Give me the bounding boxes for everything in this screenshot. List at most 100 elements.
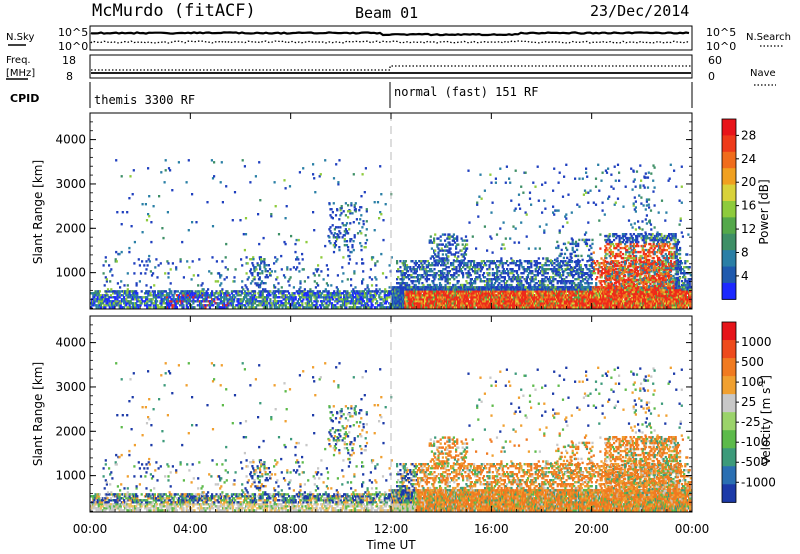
range-cell <box>317 284 320 287</box>
range-cell <box>211 292 214 295</box>
range-cell <box>442 292 445 295</box>
range-cell <box>167 276 170 279</box>
range-cell <box>460 262 464 265</box>
range-cell <box>551 306 554 309</box>
range-cell <box>262 302 265 305</box>
range-cell <box>274 304 277 307</box>
range-cell <box>202 298 205 301</box>
range-cell <box>150 294 153 297</box>
range-cell <box>445 266 448 269</box>
range-cell <box>590 298 593 301</box>
range-cell <box>562 302 565 305</box>
range-cell <box>634 302 637 305</box>
range-cell <box>315 302 318 305</box>
range-cell <box>683 290 686 293</box>
range-cell <box>314 292 317 295</box>
range-cell <box>230 292 233 295</box>
range-cell <box>374 264 377 267</box>
range-cell <box>206 201 209 204</box>
range-cell <box>245 256 248 259</box>
range-cell <box>119 286 122 289</box>
range-cell <box>376 300 379 303</box>
range-cell <box>409 268 412 271</box>
range-cell <box>166 211 169 214</box>
range-cell <box>380 193 383 196</box>
range-cell <box>103 294 106 297</box>
range-cell <box>149 304 152 307</box>
range-cell <box>628 300 631 303</box>
range-cell <box>433 268 436 271</box>
range-cell <box>157 264 160 267</box>
range-cell <box>224 292 227 295</box>
range-cell <box>623 302 626 305</box>
range-cell <box>185 294 188 297</box>
range-cell <box>334 296 337 299</box>
range-cell <box>303 290 306 293</box>
range-cell <box>374 276 377 279</box>
range-cell <box>276 258 279 261</box>
range-cell <box>343 296 346 299</box>
range-cell <box>150 300 153 303</box>
range-cell <box>210 159 213 162</box>
range-cell <box>231 302 235 305</box>
range-cell <box>154 294 158 297</box>
range-cell <box>241 264 244 267</box>
range-cell <box>108 296 111 299</box>
range-cell <box>645 304 648 307</box>
range-cell <box>235 304 238 307</box>
range-cell <box>373 229 376 232</box>
range-cell <box>191 294 194 297</box>
range-cell <box>224 304 227 307</box>
range-cell <box>434 264 437 267</box>
range-cell <box>139 300 142 303</box>
range-cell <box>253 268 256 271</box>
range-cell <box>422 260 425 263</box>
range-cell <box>617 306 620 309</box>
range-cell <box>261 304 264 307</box>
range-cell <box>184 298 187 301</box>
range-cell <box>623 300 626 303</box>
range-cell <box>196 304 199 307</box>
range-cell <box>551 298 554 301</box>
range-cell <box>650 304 653 307</box>
range-cell <box>627 296 630 299</box>
range-cell <box>228 298 231 301</box>
range-cell <box>128 304 131 307</box>
range-cell <box>518 298 521 301</box>
range-cell <box>414 280 417 283</box>
range-cell <box>298 171 301 174</box>
range-cell <box>308 294 312 297</box>
range-cell <box>358 290 361 293</box>
range-cell <box>179 258 182 261</box>
range-cell <box>251 290 254 293</box>
range-cell <box>396 260 399 263</box>
range-cell <box>274 205 277 208</box>
range-cell <box>120 280 123 283</box>
range-cell <box>240 302 243 305</box>
range-cell <box>335 298 338 301</box>
range-cell <box>227 304 230 307</box>
range-cell <box>606 306 609 309</box>
range-cell <box>380 302 383 305</box>
range-cell <box>623 292 626 295</box>
range-cell <box>146 296 149 299</box>
range-cell <box>165 292 169 295</box>
range-cell <box>185 306 188 309</box>
range-cell <box>196 292 199 295</box>
range-cell <box>195 221 198 224</box>
range-cell <box>157 292 160 295</box>
range-cell <box>396 262 399 265</box>
range-cell <box>310 296 313 299</box>
range-cell <box>366 296 369 299</box>
range-cell <box>411 282 414 285</box>
range-cell <box>109 296 112 299</box>
range-cell <box>306 290 309 293</box>
range-cell <box>639 306 642 309</box>
range-cell <box>579 292 582 295</box>
range-cell <box>213 294 216 297</box>
range-cell <box>418 280 421 283</box>
range-cell <box>350 300 353 303</box>
range-cell <box>447 266 450 269</box>
range-cell <box>247 304 250 307</box>
range-cell <box>126 290 129 293</box>
